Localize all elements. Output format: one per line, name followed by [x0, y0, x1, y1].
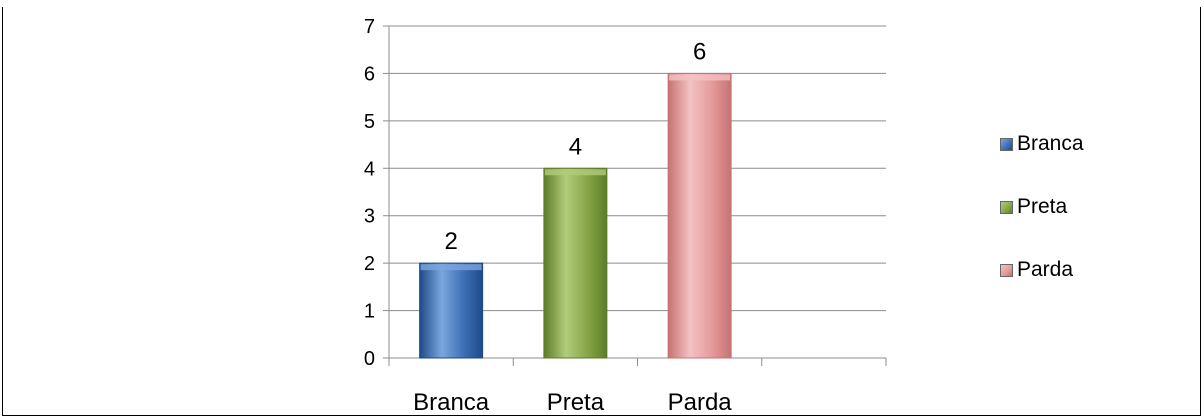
bars: [419, 72, 732, 359]
y-tick-label: 2: [364, 253, 375, 275]
title-strip: [0, 0, 1204, 7]
y-tick-label: 6: [364, 63, 375, 85]
bar-preta: [543, 167, 608, 359]
bar-branca: [419, 262, 484, 359]
y-tick-label: 0: [364, 348, 375, 370]
y-tick-label: 7: [364, 16, 375, 38]
data-label: 6: [693, 38, 706, 65]
legend-swatch: [1000, 200, 1013, 214]
legend: Branca Preta Parda: [1000, 132, 1084, 282]
y-tick-label: 5: [364, 111, 375, 133]
legend-item: Parda: [1000, 258, 1084, 282]
legend-item: Branca: [1000, 132, 1084, 156]
bar-parda: [667, 72, 732, 359]
data-label: 4: [569, 133, 582, 160]
legend-swatch: [1000, 263, 1013, 277]
y-tick-label: 1: [364, 301, 375, 323]
bar-bevel: [420, 264, 482, 271]
legend-label: Preta: [1017, 195, 1068, 218]
x-tick-label: Branca: [413, 389, 490, 416]
y-tick-label: 4: [364, 158, 375, 180]
data-label: 2: [444, 228, 457, 255]
legend-swatch: [1000, 137, 1013, 151]
bar-bevel: [544, 169, 606, 176]
data-labels: 2 Branca 4 Preta 6 Parda: [413, 38, 732, 416]
x-tick-label: Preta: [547, 389, 605, 416]
bar-bevel: [669, 74, 731, 81]
legend-label: Parda: [1017, 258, 1074, 281]
x-tick-label: Parda: [668, 389, 733, 416]
y-tick-label: 3: [364, 206, 375, 228]
legend-label: Branca: [1017, 132, 1084, 155]
legend-item: Preta: [1000, 195, 1084, 219]
